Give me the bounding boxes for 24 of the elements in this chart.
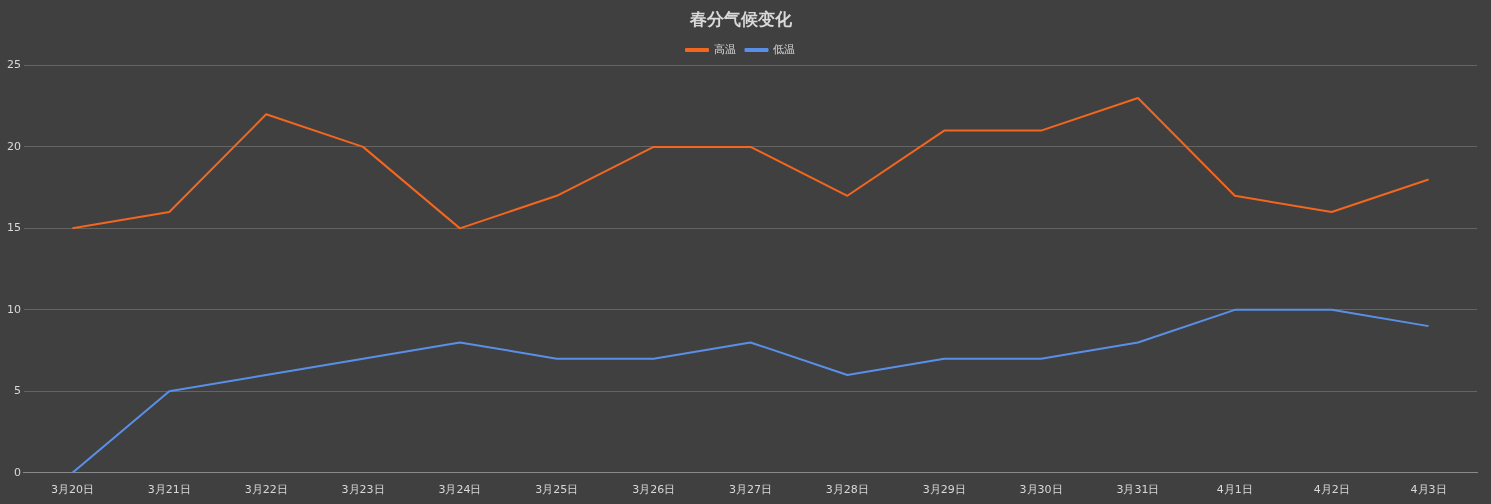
x-tick-label: 3月20日 (50, 483, 94, 497)
y-tick-label: 25 (7, 58, 21, 72)
chart-title: 春分气候变化 (688, 8, 793, 29)
y-tick-label: 10 (7, 302, 21, 316)
x-tick-label: 3月23日 (341, 483, 385, 497)
y-tick-label: 15 (7, 221, 21, 235)
x-tick-label: 4月1日 (1216, 483, 1253, 497)
x-tick-label: 3月26日 (632, 483, 676, 497)
x-tick-label: 3月24日 (438, 483, 482, 497)
x-tick-label: 3月30日 (1019, 483, 1063, 497)
x-tick-label: 3月21日 (147, 483, 191, 497)
x-tick-label: 4月3日 (1410, 483, 1447, 497)
x-tick-label: 3月29日 (922, 483, 966, 497)
y-tick-label: 5 (14, 384, 21, 398)
x-tick-label: 3月28日 (825, 483, 869, 497)
y-tick-label: 0 (14, 465, 21, 479)
x-tick-label: 3月22日 (244, 483, 288, 497)
x-tick-label: 3月31日 (1116, 483, 1160, 497)
x-tick-label: 3月25日 (535, 483, 579, 497)
x-tick-label: 3月27日 (729, 483, 772, 497)
legend-label: 低温 (773, 42, 795, 56)
y-tick-label: 20 (7, 139, 21, 153)
x-tick-label: 4月2日 (1313, 483, 1350, 497)
legend-label: 高温 (713, 42, 736, 56)
